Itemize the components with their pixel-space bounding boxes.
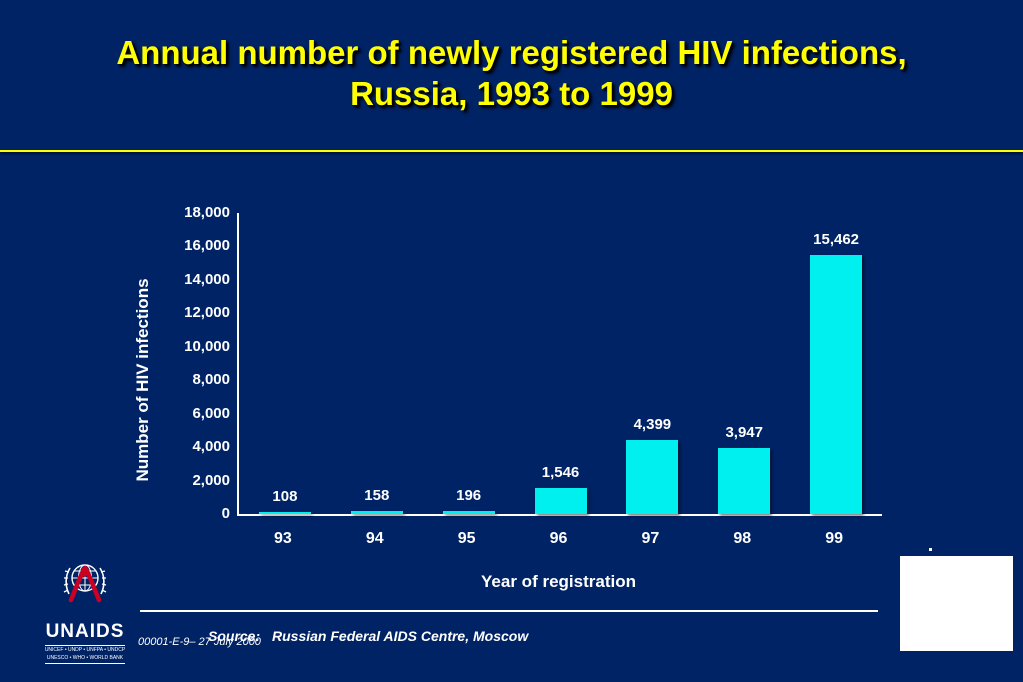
x-tick-label-93: 93 xyxy=(274,530,292,547)
footer-divider xyxy=(140,610,878,612)
bar-95 xyxy=(442,511,495,514)
bar-value-label-95: 196 xyxy=(456,487,482,504)
unaids-cosponsors-line2: UNESCO • WHO • WORLD BANK xyxy=(46,654,124,661)
bar-slot-98: 3,947 xyxy=(698,213,790,514)
corner-white-box xyxy=(900,556,1013,651)
corner-dot xyxy=(929,548,932,551)
bar-value-label-98: 3,947 xyxy=(725,424,763,441)
source-label: Source: xyxy=(208,628,261,644)
un-emblem-aids-ribbon-icon xyxy=(56,556,114,619)
bar-slot-96: 1,546 xyxy=(515,213,607,514)
unaids-logo-wordmark: UNAIDS xyxy=(45,621,125,642)
x-axis-title: Year of registration xyxy=(481,572,636,591)
bar-99 xyxy=(810,255,863,514)
slide-title-line2: Russia, 1993 to 1999 xyxy=(350,75,673,113)
slide-title-line1: Annual number of newly registered HIV in… xyxy=(116,34,907,71)
y-tick-label: 0 xyxy=(221,505,230,522)
y-tick-label: 12,000 xyxy=(184,304,230,322)
unaids-logo: UNAIDS UNICEF • UNDP • UNFPA • UNDCP UNE… xyxy=(30,556,140,664)
y-tick-label: 18,000 xyxy=(184,204,230,221)
x-axis-labels: 93 94 95 96 97 98 99 xyxy=(237,530,880,548)
y-axis-ticks: 0 2,000 4,000 6,000 8,000 10,000 12,000 14,000 1… xyxy=(150,204,230,522)
y-tick-label: 16,000 xyxy=(184,237,230,255)
unaids-cosponsors-line1: UNICEF • UNDP • UNFPA • UNDCP xyxy=(44,647,126,653)
slide-footer-code: 00001-E-9– 27 July 2000 xyxy=(138,636,261,648)
y-tick-label: 4,000 xyxy=(192,438,230,456)
bar-value-label-93: 108 xyxy=(272,488,298,505)
bar-98 xyxy=(718,448,771,514)
title-divider xyxy=(0,150,1023,152)
bar-slot-97: 4,399 xyxy=(606,213,698,514)
x-tick-label-95: 95 xyxy=(457,530,476,547)
bar-value-label-99: 15,462 xyxy=(813,231,860,248)
bar-97 xyxy=(626,440,679,514)
unaids-cosponsors: UNICEF • UNDP • UNFPA • UNDCP UNESCO • W… xyxy=(44,645,126,664)
bar-96 xyxy=(534,488,587,514)
bar-value-label-94: 158 xyxy=(364,487,390,504)
source-text: Russian Federal AIDS Centre, Moscow xyxy=(272,628,529,644)
bar-chart-plot-area: 108 158 196 1,546 4,399 3,947 15,462 xyxy=(237,213,882,516)
source-line: Source: Russian Federal AIDS Centre, Mos… xyxy=(208,628,528,644)
bar-93 xyxy=(258,512,311,514)
x-tick-label-99: 99 xyxy=(825,530,843,547)
bar-94 xyxy=(350,511,403,514)
bar-value-label-97: 4,399 xyxy=(633,416,672,433)
y-tick-label: 14,000 xyxy=(184,270,230,288)
bar-slot-99: 15,462 xyxy=(790,213,882,514)
x-tick-label-98: 98 xyxy=(733,530,752,547)
y-tick-label: 10,000 xyxy=(184,337,230,355)
y-tick-label: 8,000 xyxy=(192,371,230,389)
x-tick-label-97: 97 xyxy=(641,530,660,547)
bar-slot-93: 108 xyxy=(239,213,331,514)
bar-slot-95: 196 xyxy=(423,213,515,514)
x-tick-label-94: 94 xyxy=(365,530,384,547)
slide-title: Annual number of newly registered HIV in… xyxy=(0,32,1023,115)
bar-value-label-96: 1,546 xyxy=(541,464,580,481)
x-tick-label-96: 96 xyxy=(549,530,568,547)
bar-slot-94: 158 xyxy=(331,213,423,514)
y-tick-label: 2,000 xyxy=(192,471,230,489)
bars-row: 108 158 196 1,546 4,399 3,947 15,462 xyxy=(239,213,882,514)
y-tick-label: 6,000 xyxy=(192,404,230,422)
